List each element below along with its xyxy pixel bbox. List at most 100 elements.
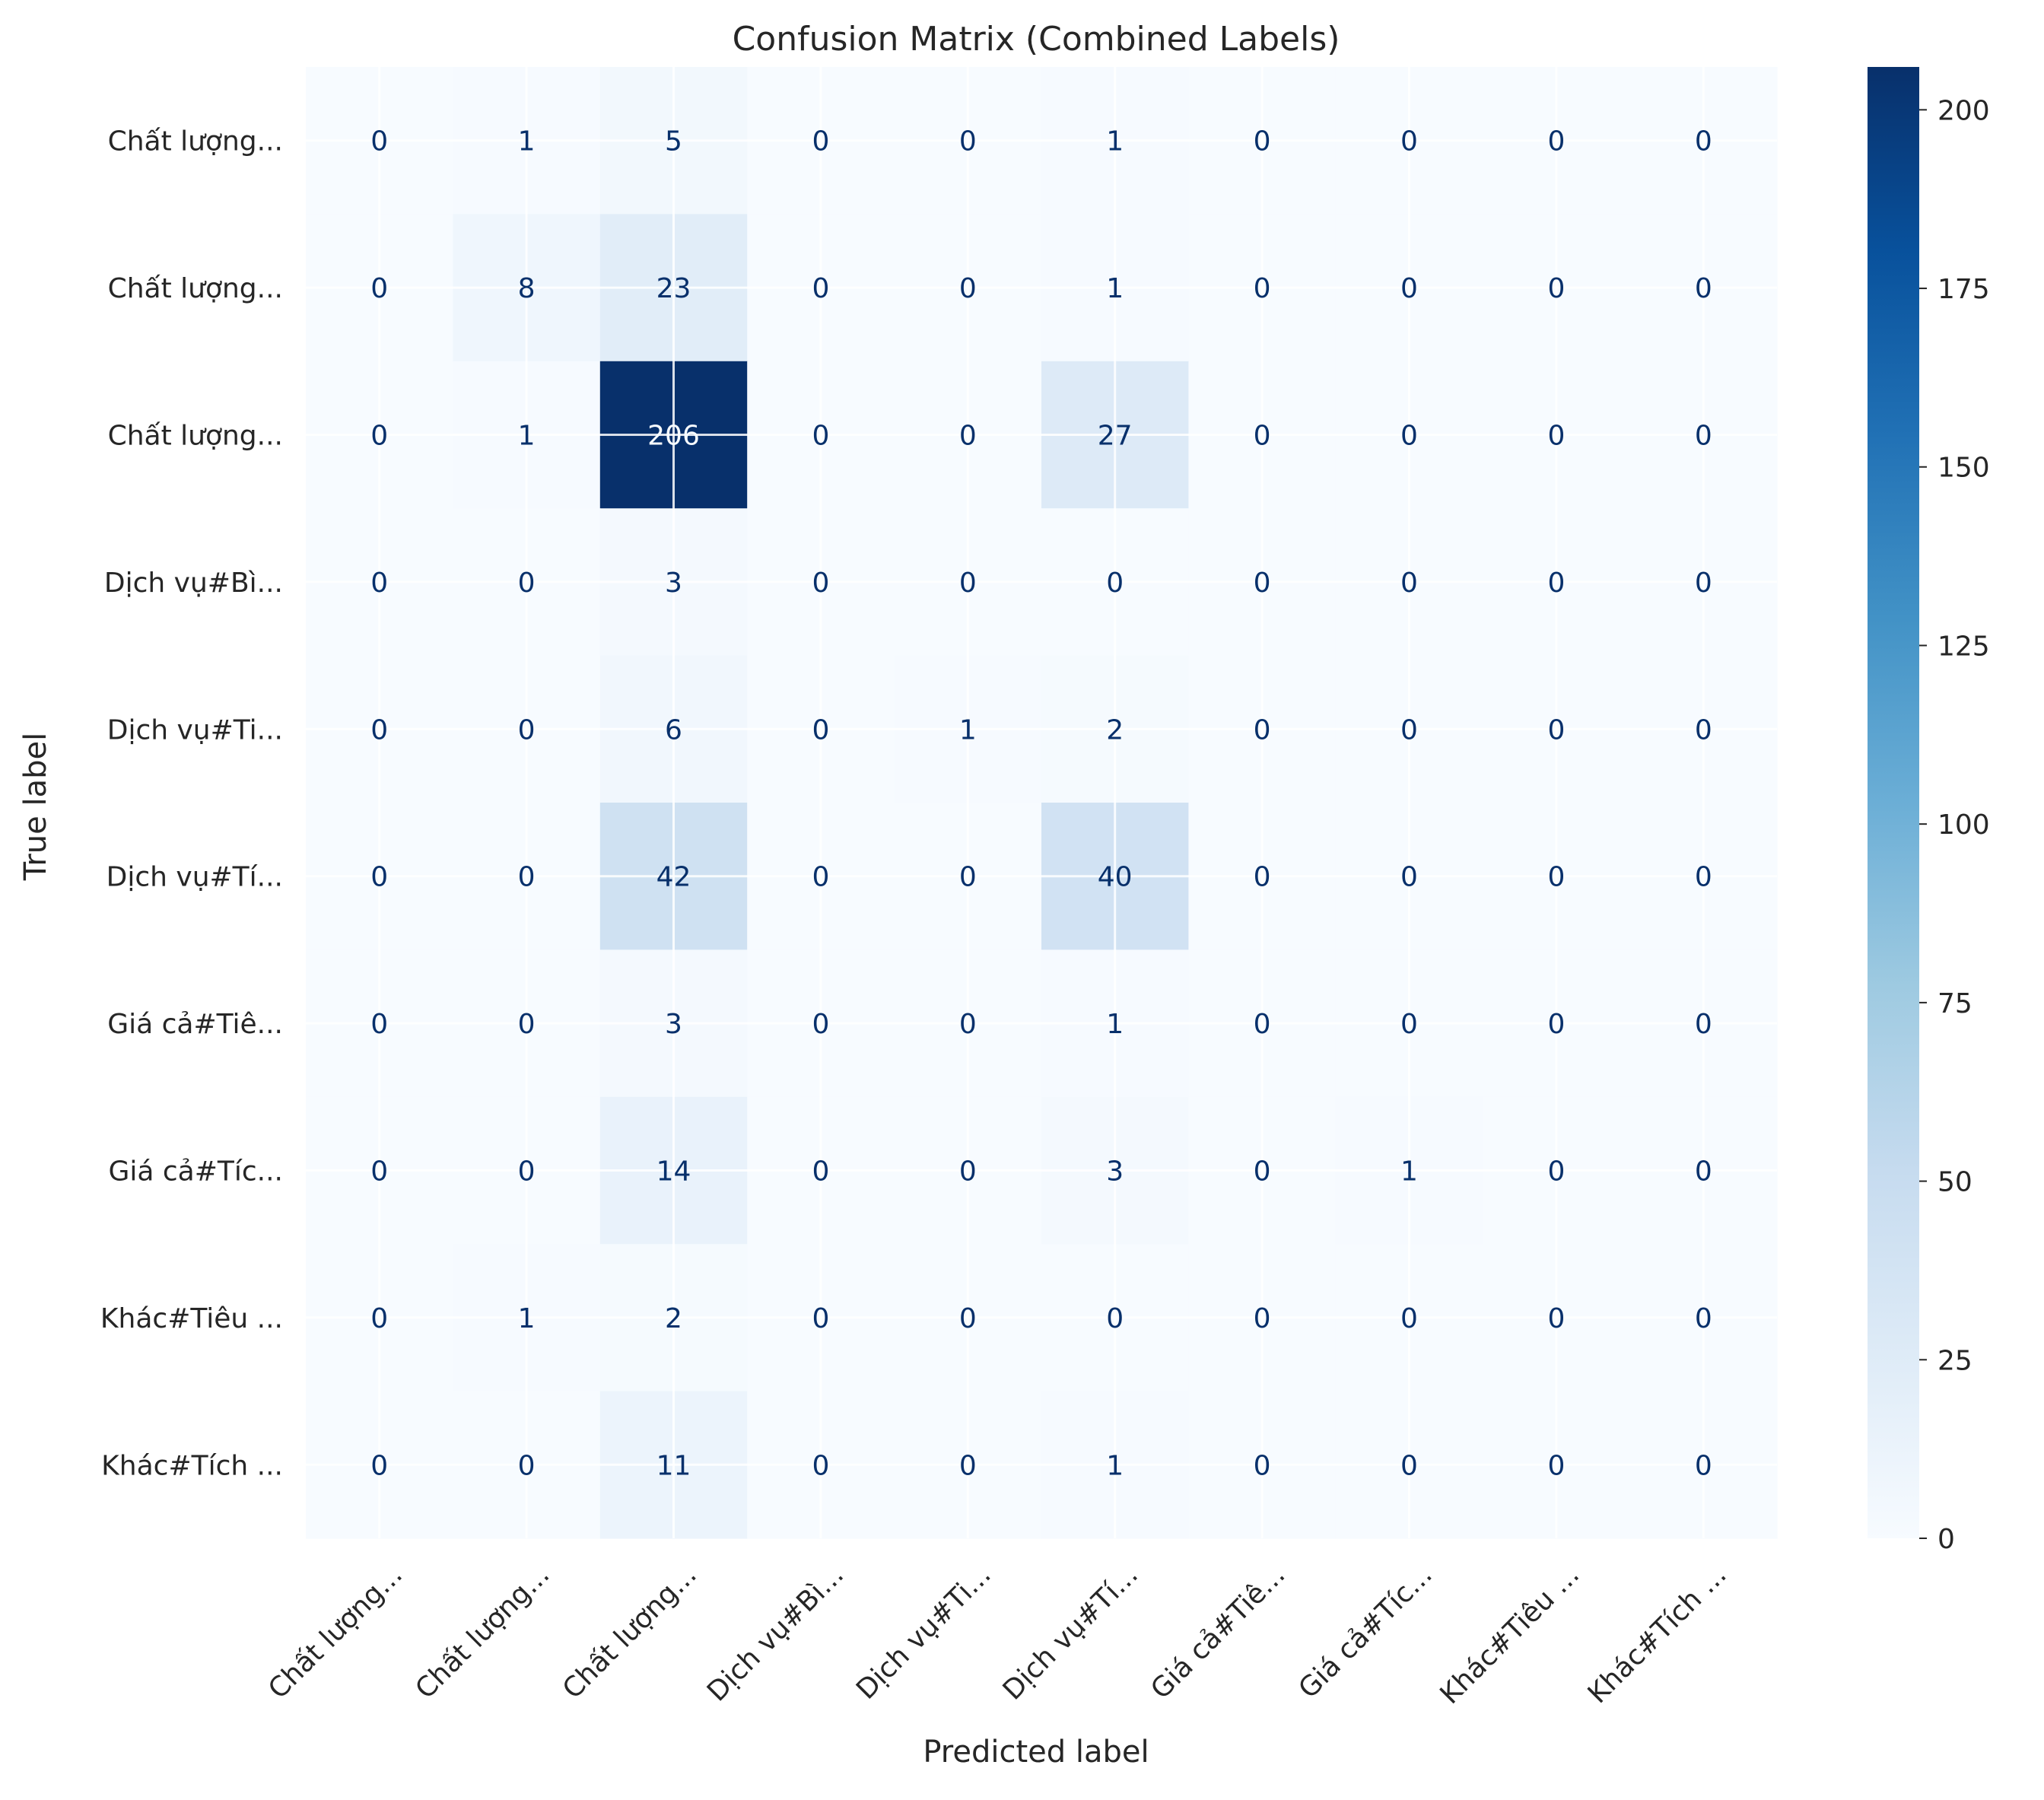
- cell-value-r4-c8: 0: [1547, 714, 1565, 746]
- cell-value-r9-c9: 0: [1695, 1450, 1712, 1481]
- colorbar-tick-label: 25: [1938, 1345, 1972, 1376]
- cell-value-r0-c4: 0: [959, 126, 977, 157]
- x-tick-label: Chất lượng...: [262, 1559, 408, 1705]
- y-axis-label: True label: [18, 733, 53, 881]
- cell-value-r3-c4: 0: [959, 568, 977, 599]
- colorbar-tick-label: 75: [1938, 988, 1972, 1019]
- cell-value-r1-c1: 8: [518, 273, 536, 304]
- cell-value-r7-c6: 0: [1254, 1156, 1271, 1188]
- cell-value-r0-c1: 1: [518, 126, 536, 157]
- cell-value-r6-c8: 0: [1547, 1009, 1565, 1040]
- cell-value-r2-c8: 0: [1547, 421, 1565, 452]
- cell-value-r1-c7: 0: [1400, 273, 1418, 304]
- cell-value-r5-c3: 0: [812, 862, 829, 893]
- cell-value-r0-c5: 1: [1106, 126, 1124, 157]
- cell-value-r7-c2: 14: [656, 1156, 691, 1188]
- cell-value-r6-c7: 0: [1400, 1009, 1418, 1040]
- cell-value-r0-c9: 0: [1695, 126, 1712, 157]
- x-tick-label: Giá cả#Tíc...: [1293, 1559, 1438, 1704]
- y-tick-label: Chất lượng...: [108, 421, 283, 452]
- cell-value-r0-c7: 0: [1400, 126, 1418, 157]
- cell-value-r5-c0: 0: [370, 862, 388, 893]
- cell-value-r6-c4: 0: [959, 1009, 977, 1040]
- y-tick-labels: Chất lượng... Chất lượng... Chất lượng... D…: [100, 126, 283, 1482]
- cell-value-r7-c9: 0: [1695, 1156, 1712, 1188]
- cell-value-r3-c5: 0: [1106, 568, 1124, 599]
- cell-value-r4-c9: 0: [1695, 714, 1712, 746]
- cell-value-r9-c5: 1: [1106, 1450, 1124, 1481]
- cell-value-r6-c3: 0: [812, 1009, 829, 1040]
- cell-value-r0-c8: 0: [1547, 126, 1565, 157]
- cell-value-r8-c2: 2: [665, 1303, 682, 1334]
- cell-value-r0-c3: 0: [812, 126, 829, 157]
- cell-value-r6-c2: 3: [665, 1009, 682, 1040]
- cell-value-r8-c9: 0: [1695, 1303, 1712, 1334]
- cell-value-r9-c0: 0: [370, 1450, 388, 1481]
- cell-value-r3-c2: 3: [665, 568, 682, 599]
- heatmap-grid: [306, 67, 1777, 1538]
- cell-value-r0-c6: 0: [1254, 126, 1271, 157]
- cell-value-r3-c0: 0: [370, 568, 388, 599]
- x-tick-label: Giá cả#Tiê...: [1145, 1559, 1291, 1705]
- cell-value-r4-c3: 0: [812, 714, 829, 746]
- cell-value-r2-c2: 206: [647, 421, 700, 452]
- cell-value-r9-c6: 0: [1254, 1450, 1271, 1481]
- cell-value-r9-c7: 0: [1400, 1450, 1418, 1481]
- cell-value-r3-c7: 0: [1400, 568, 1418, 599]
- cell-value-r4-c5: 2: [1106, 714, 1124, 746]
- cell-value-r0-c2: 5: [665, 126, 682, 157]
- cell-value-r6-c5: 1: [1106, 1009, 1124, 1040]
- cell-value-r7-c4: 0: [959, 1156, 977, 1188]
- x-tick-label: Dịch vụ#Bì...: [701, 1559, 850, 1707]
- cell-value-r1-c4: 0: [959, 273, 977, 304]
- x-tick-label: Dịch vụ#Ti...: [850, 1559, 997, 1706]
- y-tick-label: Giá cả#Tiê...: [107, 1009, 283, 1040]
- cell-value-r7-c1: 0: [518, 1156, 536, 1188]
- cell-value-r2-c9: 0: [1695, 421, 1712, 452]
- cell-value-r1-c9: 0: [1695, 273, 1712, 304]
- cell-value-r5-c5: 40: [1098, 862, 1133, 893]
- x-tick-label: Khác#Tiêu ...: [1435, 1559, 1586, 1710]
- colorbar-tick-label: 125: [1938, 631, 1990, 662]
- cell-value-r8-c6: 0: [1254, 1303, 1271, 1334]
- y-tick-label: Giá cả#Tíc...: [108, 1156, 283, 1188]
- cell-value-r3-c3: 0: [812, 568, 829, 599]
- colorbar-tick-label: 50: [1938, 1167, 1972, 1198]
- cell-value-r4-c0: 0: [370, 714, 388, 746]
- cell-value-r1-c5: 1: [1106, 273, 1124, 304]
- x-tick-label: Dịch vụ#Tí...: [997, 1559, 1144, 1706]
- chart-title: Confusion Matrix (Combined Labels): [733, 20, 1340, 59]
- colorbar-tick-label: 175: [1938, 274, 1990, 305]
- colorbar-tick-label: 100: [1938, 809, 1990, 841]
- cell-value-r3-c1: 0: [518, 568, 536, 599]
- x-tick-label: Khác#Tích ...: [1582, 1559, 1733, 1709]
- cell-value-r5-c4: 0: [959, 862, 977, 893]
- colorbar: [1868, 67, 1919, 1538]
- cell-value-r2-c4: 0: [959, 421, 977, 452]
- cell-value-r2-c0: 0: [370, 421, 388, 452]
- y-tick-label: Chất lượng...: [108, 126, 283, 157]
- cell-value-r9-c2: 11: [656, 1450, 691, 1481]
- cell-value-r9-c4: 0: [959, 1450, 977, 1481]
- cell-value-r1-c6: 0: [1254, 273, 1271, 304]
- y-tick-label: Khác#Tiêu ...: [100, 1303, 283, 1334]
- cell-value-r2-c5: 27: [1098, 421, 1133, 452]
- cell-value-r2-c7: 0: [1400, 421, 1418, 452]
- cell-value-r5-c7: 0: [1400, 862, 1418, 893]
- cell-value-r5-c2: 42: [656, 862, 691, 893]
- cell-value-r9-c8: 0: [1547, 1450, 1565, 1481]
- cell-value-r4-c4: 1: [959, 714, 977, 746]
- cell-value-r6-c1: 0: [518, 1009, 536, 1040]
- y-tick-label: Khác#Tích ...: [101, 1450, 283, 1481]
- x-axis-label: Predicted label: [923, 1735, 1149, 1770]
- cell-value-r4-c2: 6: [665, 714, 682, 746]
- cell-value-r6-c6: 0: [1254, 1009, 1271, 1040]
- cell-value-r9-c3: 0: [812, 1450, 829, 1481]
- y-tick-label: Dịch vụ#Ti...: [107, 714, 283, 746]
- y-tick-label: Chất lượng...: [108, 273, 283, 304]
- cell-value-r1-c2: 23: [656, 273, 691, 304]
- cell-value-r8-c8: 0: [1547, 1303, 1565, 1334]
- cell-value-r1-c0: 0: [370, 273, 388, 304]
- colorbar-tick-label: 0: [1938, 1524, 1955, 1555]
- cell-value-r1-c8: 0: [1547, 273, 1565, 304]
